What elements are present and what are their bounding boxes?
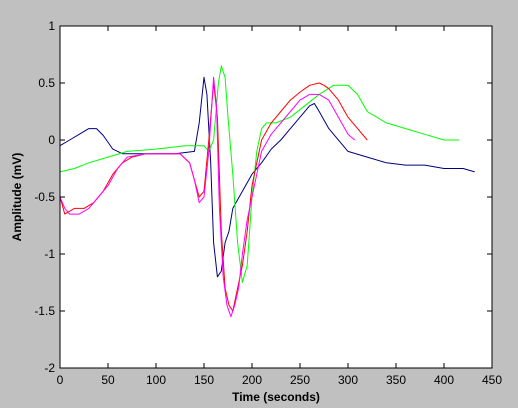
plot-area [60,26,492,368]
y-tick-label: 0.5 [38,76,55,90]
x-axis-label: Time (seconds) [232,390,320,404]
y-tick-label: -2 [44,361,55,375]
series-line-1 [59,76,475,278]
x-tick-label: 300 [338,373,358,387]
x-tick-label: 400 [434,373,454,387]
y-tick-label: -0.5 [34,190,55,204]
y-axis-label: Amplitude (mV) [10,153,24,242]
x-tick-label: 350 [386,373,406,387]
x-tick-label: 200 [242,373,262,387]
y-axis-ticks: -2 -1.5 -1 -0.5 0 0.5 1 [34,19,492,375]
x-tick-label: 50 [101,373,115,387]
y-tick-label: -1.5 [34,304,55,318]
x-axis-ticks: 0 50 100 150 200 250 300 350 400 450 [57,26,502,387]
y-tick-label: -1 [44,247,55,261]
y-tick-label: 1 [48,19,55,33]
x-tick-label: 450 [482,373,502,387]
x-tick-label: 0 [57,373,64,387]
series-line-4 [59,76,356,318]
x-tick-label: 250 [290,373,310,387]
y-tick-label: 0 [48,133,55,147]
x-tick-label: 100 [146,373,166,387]
series-layer [59,65,475,318]
series-line-2 [59,65,460,283]
x-tick-label: 150 [194,373,214,387]
